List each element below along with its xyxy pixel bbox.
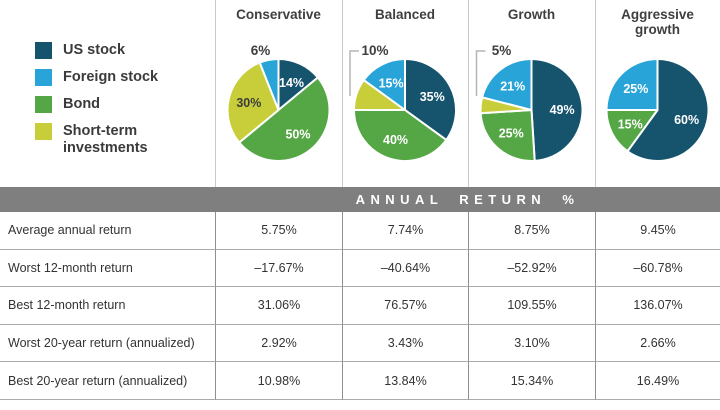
pie-slice-label: 40% bbox=[383, 133, 408, 147]
column-divider bbox=[595, 0, 596, 187]
pie-aggressive-growth: 60% 15% 25% bbox=[595, 37, 720, 187]
legend-item-foreign-stock: Foreign stock bbox=[35, 69, 210, 86]
column-title-balanced: Balanced bbox=[374, 7, 436, 22]
pie-chart-svg: 35% 40% 10% 15% bbox=[349, 43, 457, 162]
pie-growth: 49% 25% 5% 21% bbox=[468, 37, 595, 187]
us-stock-swatch-icon bbox=[35, 42, 52, 59]
foreign-stock-swatch-icon bbox=[35, 69, 52, 86]
table-value: 3.10% bbox=[468, 324, 595, 363]
pie-conservative: 14% 50% 30% 6% bbox=[215, 37, 342, 187]
row-label: Worst 20-year return (annualized) bbox=[0, 325, 215, 363]
table-value: –60.78% bbox=[595, 249, 720, 288]
table-value: 76.57% bbox=[342, 287, 468, 325]
table-value: 3.43% bbox=[342, 324, 468, 363]
pie-slice-label: 6% bbox=[251, 43, 271, 58]
table-value: 109.55% bbox=[468, 287, 595, 325]
pie-slice bbox=[258, 58, 280, 111]
legend-item-short-term: Short-term investments bbox=[35, 123, 210, 157]
table-value: 31.06% bbox=[215, 287, 342, 325]
column-divider bbox=[342, 0, 343, 187]
pie-chart-svg: 49% 25% 5% 21% bbox=[475, 43, 584, 162]
pie-slice bbox=[605, 58, 659, 111]
legend-label: Short-term investments bbox=[63, 123, 148, 156]
pie-chart-svg: 60% 15% 25% bbox=[605, 58, 710, 162]
pie-slice-label: 50% bbox=[285, 127, 310, 141]
table-value: 15.34% bbox=[468, 362, 595, 400]
legend-label: Foreign stock bbox=[63, 69, 159, 85]
row-label: Average annual return bbox=[0, 212, 215, 250]
pie-slice-label: 21% bbox=[500, 80, 525, 94]
pie-balanced: 35% 40% 10% 15% bbox=[342, 37, 468, 187]
pie-slice-label: 49% bbox=[550, 103, 575, 117]
table-value: 10.98% bbox=[215, 362, 342, 400]
column-title-aggressive-growth: Aggressive growth bbox=[621, 7, 694, 37]
short-term-swatch-icon bbox=[35, 123, 52, 140]
pie-slice-label: 14% bbox=[279, 76, 304, 90]
annual-return-title: ANNUAL RETURN % bbox=[355, 192, 580, 207]
pie-slice bbox=[481, 58, 533, 111]
pie-slice bbox=[353, 109, 448, 162]
column-divider bbox=[468, 0, 469, 187]
pie-slice bbox=[530, 58, 584, 162]
pie-slice bbox=[626, 58, 710, 162]
table-value: 2.66% bbox=[595, 324, 720, 363]
table-value: –52.92% bbox=[468, 249, 595, 288]
table-value: 5.75% bbox=[215, 212, 342, 250]
pie-slice-label: 15% bbox=[379, 76, 404, 90]
table-value: 7.74% bbox=[342, 212, 468, 250]
column-title-conservative: Conservative bbox=[236, 7, 321, 22]
row-label: Worst 12-month return bbox=[0, 250, 215, 288]
pie-slice-label: 30% bbox=[236, 96, 261, 110]
legend-label: US stock bbox=[63, 42, 126, 58]
pie-chart-svg: 14% 50% 30% 6% bbox=[226, 43, 331, 162]
pie-slice bbox=[226, 61, 280, 144]
pie-slice bbox=[404, 58, 457, 141]
row-label: Best 12-month return bbox=[0, 287, 215, 325]
annual-return-table: Average annual return 5.75% 7.74% 8.75% … bbox=[0, 212, 720, 400]
legend: US stock Foreign stock Bond Short-term i… bbox=[35, 42, 210, 167]
pie-slice-label: 5% bbox=[492, 43, 512, 58]
pie-slice bbox=[362, 58, 406, 111]
table-value: –17.67% bbox=[215, 249, 342, 288]
pie-section: US stock Foreign stock Bond Short-term i… bbox=[0, 0, 720, 187]
pie-slice-label: 60% bbox=[674, 113, 699, 127]
table-value: 16.49% bbox=[595, 362, 720, 400]
pie-slice-label: 10% bbox=[361, 43, 388, 58]
table-value: –40.64% bbox=[342, 249, 468, 288]
pie-slice-label: 25% bbox=[623, 82, 648, 96]
pie-slice-label: 35% bbox=[420, 90, 445, 104]
legend-item-bond: Bond bbox=[35, 96, 210, 113]
row-label: Best 20-year return (annualized) bbox=[0, 362, 215, 400]
table-value: 8.75% bbox=[468, 212, 595, 250]
legend-label: Bond bbox=[63, 96, 101, 112]
pie-slice-label: 25% bbox=[499, 127, 524, 141]
table-value: 9.45% bbox=[595, 212, 720, 250]
legend-item-us-stock: US stock bbox=[35, 42, 210, 59]
callout-line bbox=[475, 50, 486, 96]
table-value: 136.07% bbox=[595, 287, 720, 325]
bond-swatch-icon bbox=[35, 96, 52, 113]
pie-slice bbox=[238, 76, 331, 162]
table-value: 13.84% bbox=[342, 362, 468, 400]
pie-slice-label: 15% bbox=[618, 118, 643, 132]
table-value: 2.92% bbox=[215, 324, 342, 363]
callout-line bbox=[349, 50, 359, 96]
pie-slice bbox=[479, 109, 536, 162]
column-divider bbox=[215, 0, 216, 187]
column-title-growth: Growth bbox=[507, 7, 556, 22]
annual-return-band: ANNUAL RETURN % bbox=[0, 187, 720, 212]
